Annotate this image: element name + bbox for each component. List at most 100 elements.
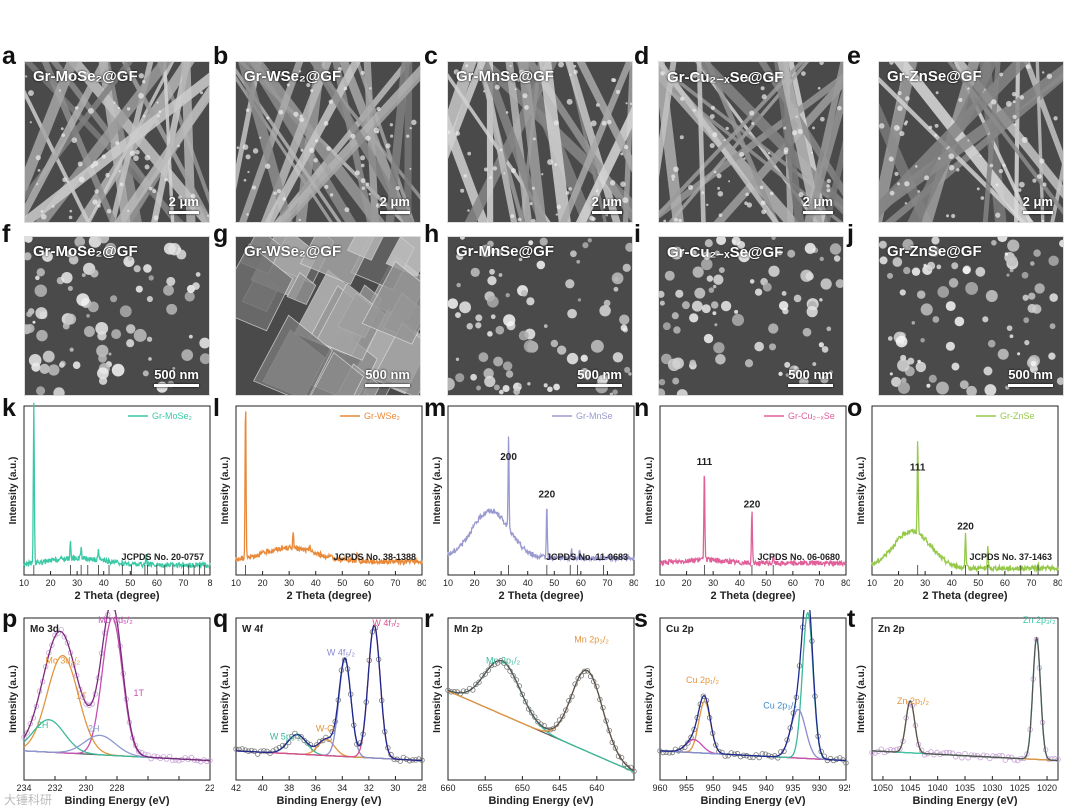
scale-bar-line <box>577 384 622 387</box>
particle <box>826 326 832 332</box>
particle <box>409 126 412 130</box>
particle <box>893 124 900 131</box>
particle <box>680 96 685 101</box>
fiber <box>260 62 332 222</box>
x-tick-label: 1050 <box>873 783 893 793</box>
particle <box>914 165 918 168</box>
panel-letter-g: g <box>213 220 229 248</box>
particle <box>553 120 559 126</box>
particle <box>522 93 528 99</box>
particle <box>518 257 523 262</box>
panel-letter-a: a <box>2 42 16 70</box>
particle <box>61 133 66 137</box>
particle <box>787 249 796 258</box>
particle <box>543 324 548 328</box>
data-point <box>304 740 310 746</box>
x-axis-label: 2 Theta (degree) <box>287 590 372 602</box>
x-tick-label: 38 <box>284 783 294 793</box>
particle <box>1017 352 1021 356</box>
particle <box>557 345 567 355</box>
scale-bar: 2 μm <box>168 194 199 214</box>
particle <box>84 72 90 78</box>
particle <box>916 290 926 299</box>
particle <box>40 209 44 213</box>
particle <box>975 266 986 277</box>
scale-bar: 2 μm <box>802 194 833 214</box>
particle <box>573 69 578 75</box>
particle <box>344 207 350 213</box>
particle <box>889 190 895 196</box>
particle <box>242 144 249 150</box>
jcpds-label: JCPDS No. 37-1463 <box>969 552 1052 562</box>
particle <box>567 308 577 319</box>
particle <box>243 178 247 182</box>
particle <box>674 217 678 222</box>
particle <box>509 64 512 68</box>
particle <box>948 153 955 160</box>
particle <box>455 373 465 383</box>
particle <box>689 313 699 323</box>
particle <box>25 75 28 78</box>
particle <box>904 202 908 205</box>
data-point <box>154 754 160 760</box>
particle <box>723 138 726 142</box>
particle <box>365 182 370 187</box>
data-point <box>679 745 685 751</box>
particle <box>65 250 73 258</box>
particle <box>554 162 558 167</box>
particle <box>761 209 767 215</box>
x-tick-label: 650 <box>515 783 530 793</box>
data-point <box>528 710 535 716</box>
particle <box>498 273 503 277</box>
sem-image-a: Gr-MoSe₂@GF 2 μm <box>24 61 210 223</box>
panel-letter-i: i <box>634 220 641 248</box>
particle <box>613 286 619 292</box>
particle <box>576 259 581 264</box>
particle <box>625 242 632 252</box>
sem-image-g: Gr-WSe₂@GF 500 nm <box>235 236 421 396</box>
fiber <box>539 62 571 222</box>
particle <box>589 215 595 221</box>
particle <box>833 255 841 262</box>
particle <box>282 197 287 201</box>
data-point <box>135 748 142 755</box>
scale-bar-line <box>788 384 833 387</box>
particle <box>926 383 931 388</box>
particle <box>1006 255 1018 267</box>
x-tick-label: 925 <box>838 783 850 793</box>
particle <box>190 193 196 199</box>
x-tick-label: 40 <box>99 578 109 588</box>
particle <box>995 183 999 187</box>
particle <box>60 127 64 131</box>
particle <box>478 352 489 363</box>
particle <box>948 164 955 171</box>
particle <box>113 101 116 105</box>
particle <box>710 301 719 309</box>
particle <box>453 69 460 75</box>
data-point <box>482 671 488 677</box>
particle <box>777 250 783 256</box>
particle <box>714 323 718 327</box>
particle <box>664 270 675 281</box>
particle <box>164 177 168 182</box>
particle <box>146 295 153 303</box>
particle <box>820 116 825 122</box>
fit-envelope <box>235 624 423 762</box>
particle <box>245 108 250 113</box>
particle <box>135 285 143 293</box>
x-axis-label: 2 Theta (degree) <box>711 590 796 602</box>
data-point <box>151 753 157 759</box>
particle <box>931 237 940 245</box>
x-tick-label: 960 <box>652 783 667 793</box>
peak-label: Mn 2p₁/₂ <box>486 655 521 665</box>
data-point <box>685 740 691 746</box>
xps-chart-r: 660 655 650 645 640 Binding Energy (eV) Intens… <box>432 617 637 806</box>
particle <box>278 109 284 115</box>
particle <box>1007 239 1020 252</box>
particle <box>1024 340 1030 346</box>
data-point <box>725 753 731 759</box>
fiber <box>25 72 209 222</box>
particle <box>1039 158 1045 164</box>
x-tick-label: 60 <box>1000 578 1010 588</box>
particle <box>749 110 755 116</box>
